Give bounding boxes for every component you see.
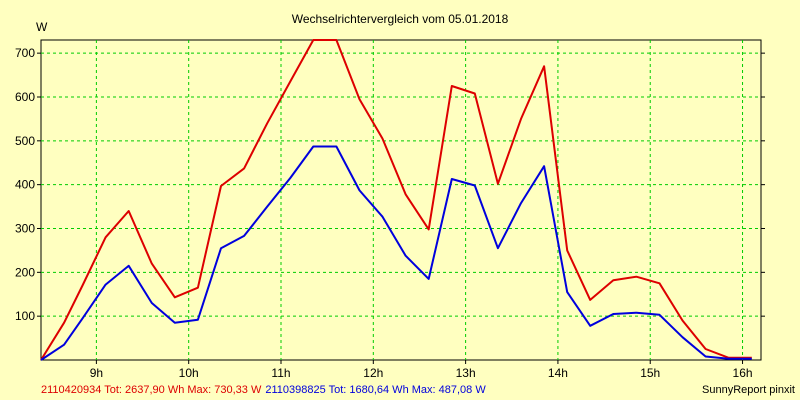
legend-series-2: 2110398825 Tot: 1680,64 Wh Max: 487,08 W (265, 384, 486, 396)
series-layer (40, 39, 752, 361)
x-tick-label: 15h (640, 366, 660, 380)
legend-footer: 2110420934 Tot: 2637,90 Wh Max: 730,33 W… (41, 384, 486, 396)
y-tick-label: 100 (15, 309, 35, 323)
y-tick-label: 600 (15, 90, 35, 104)
x-tick-label: 16h (733, 366, 753, 380)
y-tick-label: 500 (15, 134, 35, 148)
legend-series-1: 2110420934 Tot: 2637,90 Wh Max: 730,33 W (41, 384, 262, 396)
y-tick-label: 400 (15, 178, 35, 192)
series-line-2110420934 (40, 39, 752, 361)
x-tick-label: 13h (456, 366, 476, 380)
y-tick-label: 300 (15, 221, 35, 235)
x-tick-label: 10h (179, 366, 199, 380)
x-tick-label: 9h (90, 366, 103, 380)
credit-text: SunnyReport pinxit (702, 384, 795, 396)
x-axis-ticks: 9h 10h 11h 12h 13h 14h 15h 16h (90, 360, 753, 380)
chart-title: Wechselrichtervergleich vom 05.01.2018 (292, 12, 509, 26)
grid (41, 40, 761, 360)
y-tick-label: 700 (15, 46, 35, 60)
plot-area (40, 39, 762, 361)
y-axis-label: W (36, 20, 48, 34)
x-tick-label: 12h (363, 366, 383, 380)
series-line-2110398825 (40, 145, 752, 361)
y-axis-ticks: 100 200 300 400 500 600 700 (15, 46, 765, 323)
x-tick-label: 11h (271, 366, 290, 380)
y-tick-label: 200 (15, 265, 35, 279)
x-tick-label: 14h (548, 366, 568, 380)
